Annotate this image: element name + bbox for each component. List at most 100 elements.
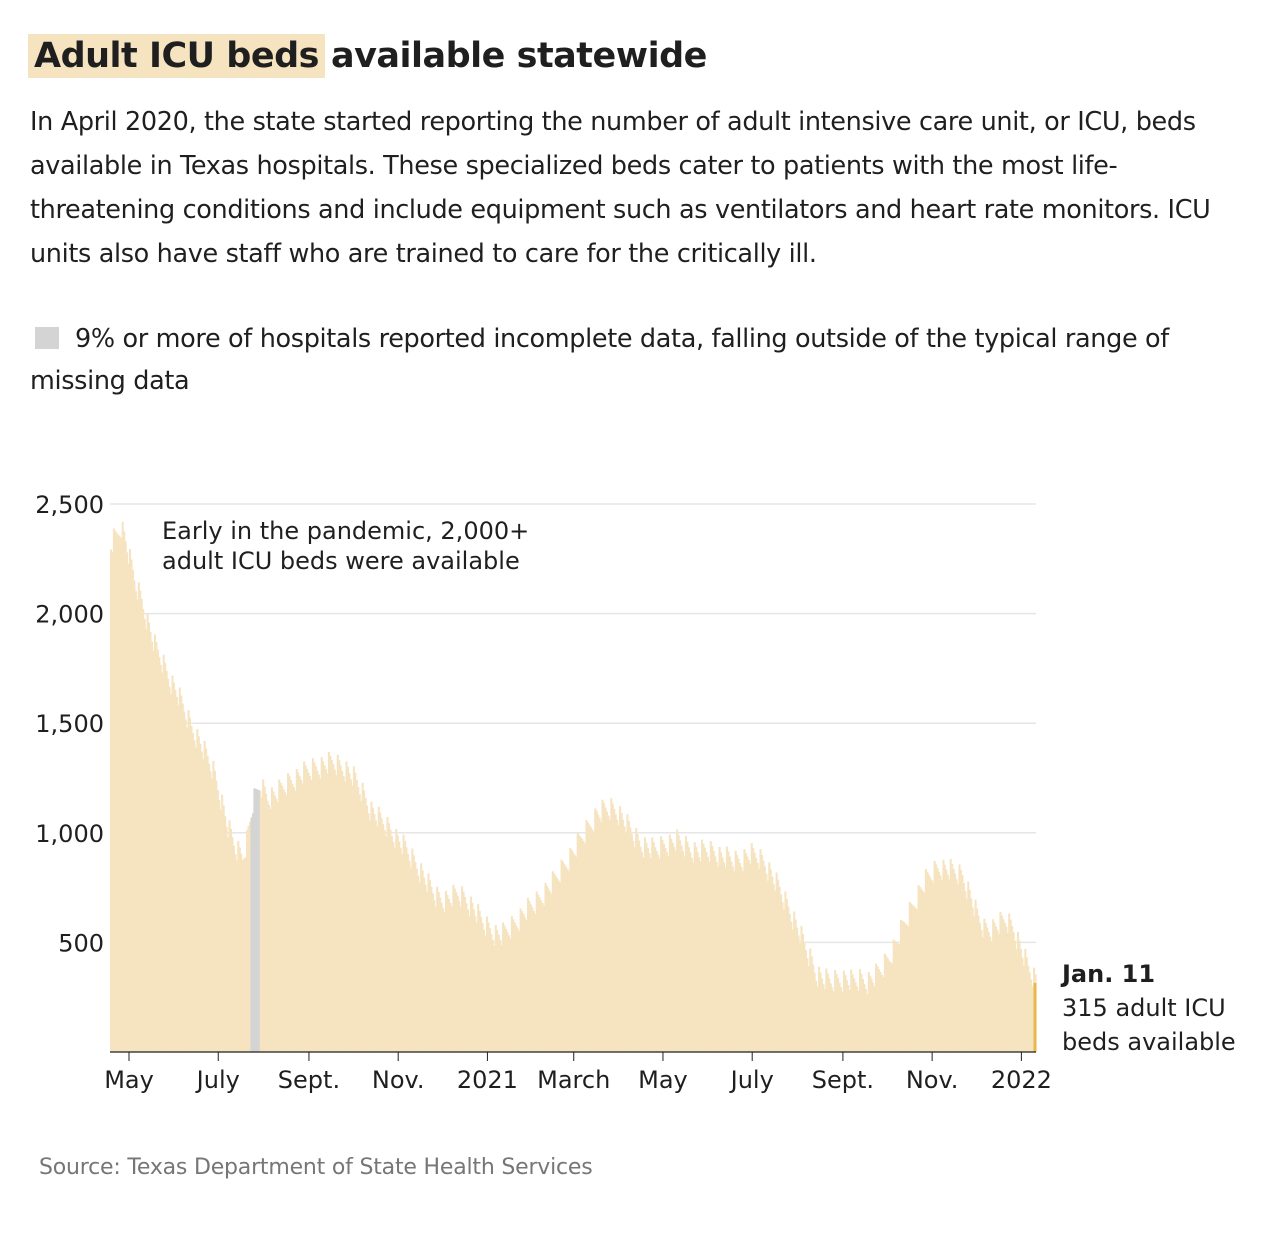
bar: [462, 891, 465, 1052]
bar: [905, 924, 908, 1052]
bar: [234, 854, 237, 1052]
x-tick-label: Nov.: [906, 1066, 959, 1094]
bar: [169, 694, 173, 1052]
bar: [809, 948, 812, 1052]
bar: [212, 760, 215, 1052]
bar: [739, 862, 742, 1052]
bar: [961, 875, 964, 1052]
bar: [515, 925, 518, 1052]
bar: [822, 984, 825, 1052]
bar: [238, 847, 241, 1052]
bar: [516, 928, 519, 1052]
bar: [528, 901, 531, 1052]
bar: [699, 861, 702, 1052]
bar: [977, 915, 980, 1052]
bar: [940, 880, 943, 1052]
bar: [260, 797, 263, 1052]
bar: [430, 886, 433, 1052]
bar: [878, 969, 881, 1052]
bar: [507, 935, 510, 1052]
bar: [469, 896, 472, 1052]
bar: [652, 842, 655, 1052]
bar: [812, 964, 815, 1052]
bar: [639, 846, 642, 1052]
bar: [414, 861, 417, 1052]
bar: [695, 847, 698, 1052]
bar: [737, 858, 740, 1052]
bar: [477, 904, 480, 1052]
bar: [746, 856, 749, 1052]
bar: [478, 910, 481, 1052]
bar: [178, 687, 181, 1052]
bar: [232, 845, 235, 1052]
bar: [778, 886, 781, 1052]
bar: [935, 864, 938, 1052]
bar: [970, 898, 973, 1052]
bar: [484, 935, 487, 1052]
bar: [708, 861, 711, 1052]
bar: [494, 925, 497, 1052]
bar: [424, 884, 427, 1052]
bar: [475, 922, 478, 1052]
bar: [857, 990, 860, 1052]
bar: [450, 906, 453, 1052]
y-tick-label: 1,000: [35, 820, 104, 848]
bar: [210, 778, 213, 1052]
bar: [332, 764, 335, 1052]
bar: [165, 670, 168, 1052]
bar: [295, 768, 298, 1052]
legend: 9% or more of hospitals reported incompl…: [30, 318, 1210, 402]
bar: [848, 990, 851, 1052]
bar: [1019, 948, 1022, 1052]
bar: [404, 841, 407, 1052]
bar: [582, 841, 585, 1052]
bar: [856, 986, 859, 1052]
bar: [974, 899, 977, 1052]
bar: [673, 846, 676, 1052]
bar: [1006, 932, 1009, 1052]
bar: [575, 856, 578, 1052]
bar: [171, 675, 174, 1052]
bar: [131, 570, 135, 1052]
bar: [959, 869, 962, 1052]
bar: [281, 785, 284, 1052]
bar: [208, 763, 211, 1052]
latest-bar: [1033, 982, 1037, 1052]
bar: [215, 780, 218, 1052]
bar: [658, 858, 661, 1052]
bar: [957, 884, 960, 1052]
bar: [942, 859, 945, 1052]
bar: [660, 836, 663, 1052]
bar: [882, 977, 885, 1052]
bar: [497, 934, 500, 1052]
bar: [282, 789, 285, 1052]
bar: [203, 740, 206, 1052]
bar: [880, 974, 883, 1052]
bar: [556, 878, 559, 1052]
bar: [177, 705, 180, 1052]
bar: [671, 842, 674, 1052]
bar: [967, 881, 970, 1052]
bar: [181, 703, 184, 1052]
bar: [219, 809, 222, 1052]
bar: [471, 902, 474, 1052]
bar: [841, 991, 844, 1052]
bar: [595, 810, 598, 1052]
bar: [566, 868, 569, 1052]
bar: [782, 909, 785, 1052]
bar: [768, 862, 771, 1052]
bar: [115, 533, 118, 1052]
bar: [361, 782, 364, 1052]
bar: [329, 755, 332, 1052]
bar: [499, 939, 502, 1052]
bar: [800, 925, 803, 1052]
bar: [799, 943, 802, 1052]
bar: [842, 970, 845, 1052]
bar: [583, 843, 587, 1052]
bar: [504, 928, 508, 1052]
bar: [592, 831, 595, 1052]
bar: [674, 851, 677, 1052]
bar: [626, 814, 629, 1052]
bar: [885, 956, 888, 1052]
bar: [777, 879, 780, 1052]
